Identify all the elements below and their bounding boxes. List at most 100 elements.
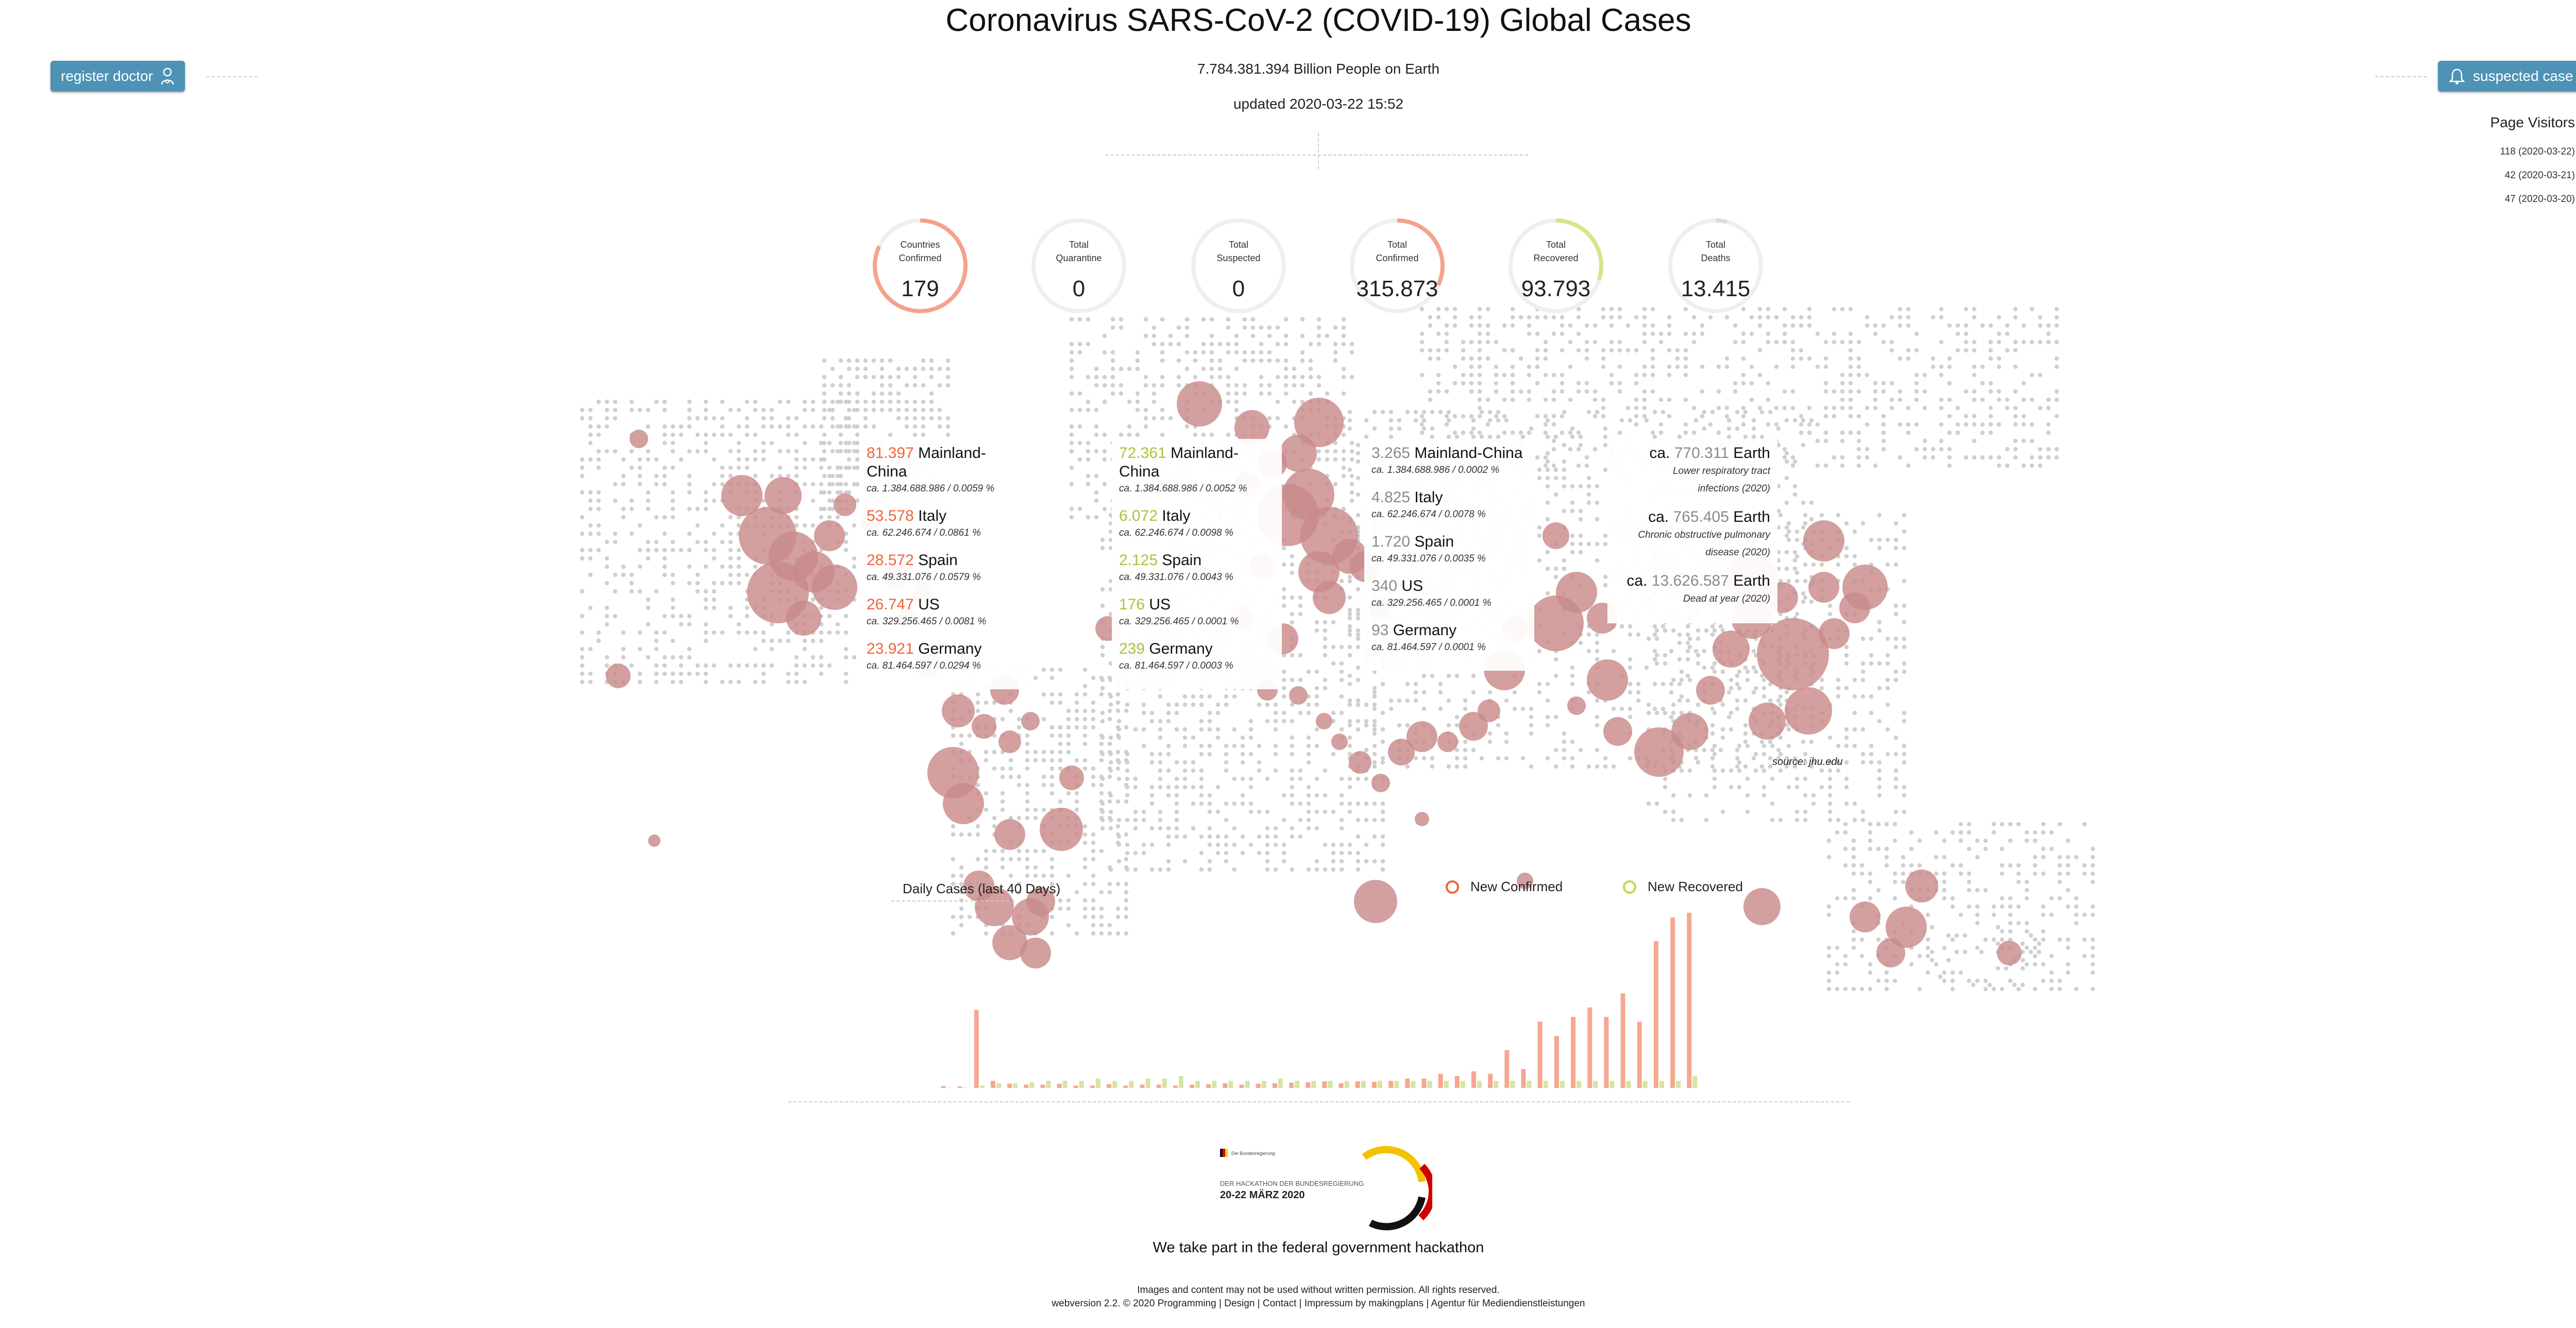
bar-new-confirmed <box>1371 1082 1377 1088</box>
earth-prefix: ca. <box>1648 508 1669 525</box>
earth-prefix: ca. <box>1649 445 1670 462</box>
earth-description: Lower respiratory tract <box>1672 466 1770 476</box>
bar-new-recovered <box>996 1083 1001 1088</box>
source-note: source: jhu.edu <box>1772 756 1843 768</box>
bar-new-recovered <box>1311 1081 1316 1088</box>
rights-notice: Images and content may not be used witho… <box>1137 1285 1500 1296</box>
stat-value: 93.793 <box>1521 276 1591 301</box>
bar-new-recovered <box>1543 1081 1548 1088</box>
country-name: Germany <box>918 640 982 657</box>
logo-line-2: 20-22 MÄRZ 2020 <box>1220 1189 1305 1201</box>
bar-new-recovered <box>1212 1081 1217 1088</box>
bar-new-confirmed <box>1223 1083 1228 1088</box>
bar-new-confirmed <box>1007 1083 1012 1088</box>
bar-new-confirmed <box>1554 1035 1559 1088</box>
bar-new-recovered <box>1411 1081 1416 1088</box>
population-ratio: ca. 62.246.674 / 0.0861 % <box>867 527 981 538</box>
country-name: Germany <box>1149 640 1213 657</box>
earth-statistics: ca. 770.311 Earth Lower respiratory trac… <box>1607 439 1777 623</box>
bar-new-confirmed <box>1421 1078 1427 1088</box>
bar-new-confirmed <box>1040 1084 1045 1088</box>
bar-new-recovered <box>1361 1081 1366 1088</box>
bar-new-confirmed <box>1090 1085 1095 1088</box>
population-ratio: ca. 81.464.597 / 0.0003 % <box>1119 660 1233 671</box>
country-name: Italy <box>918 507 947 524</box>
logo-line-1: DER HACKATHON DER BUNDESREGIERUNG <box>1220 1180 1364 1187</box>
population-ratio: ca. 329.256.465 / 0.0001 % <box>1119 616 1239 627</box>
population-ratio: ca. 62.246.674 / 0.0098 % <box>1119 527 1233 538</box>
register-doctor-button[interactable]: register doctor <box>50 61 185 92</box>
bell-icon <box>2448 69 2466 84</box>
recovered-count: 72.361 <box>1119 445 1166 462</box>
bar-new-confirmed <box>1024 1084 1029 1088</box>
bar-new-confirmed <box>1140 1084 1145 1088</box>
suspected-case-button[interactable]: suspected case <box>2438 61 2576 92</box>
bar-new-recovered <box>1278 1078 1283 1088</box>
country-name: Italy <box>1162 507 1191 524</box>
bar-new-confirmed <box>1338 1083 1344 1088</box>
footer-links[interactable]: webversion 2.2. © 2020 Programming | Des… <box>1052 1298 1585 1309</box>
earth-count: 770.311 <box>1674 445 1729 462</box>
chart-baseline-divider <box>788 1101 1850 1102</box>
stat-total-quarantine: Total Quarantine 0 <box>1028 215 1129 316</box>
legend-new-confirmed: New Confirmed <box>1446 879 1563 895</box>
bar-new-confirmed <box>1405 1078 1410 1088</box>
bar-new-confirmed <box>1322 1081 1327 1088</box>
updated-timestamp: updated 2020-03-22 15:52 <box>1233 96 1404 112</box>
bar-new-recovered <box>1494 1081 1499 1088</box>
hackathon-logo: Die Bundesregierung DER HACKATHON DER BU… <box>1220 1146 1432 1231</box>
bar-new-recovered <box>1162 1078 1167 1088</box>
logo-small-text: Die Bundesregierung <box>1231 1151 1275 1156</box>
list-item: 340 US ca. 329.256.465 / 0.0001 % <box>1371 577 1527 611</box>
bar-new-confirmed <box>1438 1074 1443 1088</box>
visitors-row: 42 (2020-03-21) <box>2504 170 2575 181</box>
list-item: 6.072 Italy ca. 62.246.674 / 0.0098 % <box>1119 507 1275 541</box>
bar-new-recovered <box>1377 1081 1382 1088</box>
bar-new-confirmed <box>1488 1074 1493 1088</box>
earth-name: Earth <box>1733 508 1770 525</box>
bar-new-recovered <box>1676 1081 1681 1088</box>
stat-value: 13.415 <box>1681 276 1751 301</box>
deaths-count: 3.265 <box>1371 445 1411 462</box>
bar-new-recovered <box>1460 1081 1465 1088</box>
bar-new-recovered <box>1642 1081 1648 1088</box>
legend-new-recovered: New Recovered <box>1623 879 1743 895</box>
bar-new-recovered <box>1510 1081 1515 1088</box>
legend-confirmed-icon <box>1446 880 1459 894</box>
bar-new-recovered <box>1245 1081 1250 1088</box>
bar-new-confirmed <box>1156 1084 1161 1088</box>
bar-new-recovered <box>1444 1081 1449 1088</box>
visitors-row: 47 (2020-03-20) <box>2504 194 2575 205</box>
chart-title: Daily Cases (last 40 Days) <box>903 881 1061 896</box>
earth-name: Earth <box>1733 572 1770 589</box>
bar-new-confirmed <box>1239 1084 1244 1088</box>
country-name: Germany <box>1393 622 1457 639</box>
bar-new-recovered <box>1394 1081 1399 1088</box>
stat-label: Total <box>1069 240 1089 250</box>
list-item: 2.125 Spain ca. 49.331.076 / 0.0043 % <box>1119 551 1275 585</box>
population-ratio: ca. 49.331.076 / 0.0579 % <box>867 572 981 583</box>
stat-label: Total <box>1387 240 1408 250</box>
bar-new-confirmed <box>1123 1085 1128 1088</box>
country-name: Italy <box>1414 489 1443 506</box>
bar-new-recovered <box>1560 1081 1565 1088</box>
stat-label: Total <box>1705 240 1726 250</box>
country-name: Mainland-China <box>1414 445 1523 462</box>
bar-new-confirmed <box>941 1086 946 1088</box>
stat-total-recovered: Total Recovered 93.793 <box>1505 215 1606 316</box>
confirmed-count: 23.921 <box>867 640 914 657</box>
country-name: Spain <box>1162 552 1202 569</box>
bar-new-recovered <box>1626 1081 1631 1088</box>
bar-new-confirmed <box>1256 1083 1261 1088</box>
population-ratio: ca. 1.384.688.986 / 0.0002 % <box>1371 465 1500 475</box>
population-ratio: ca. 81.464.597 / 0.0001 % <box>1371 642 1486 653</box>
bar-new-recovered <box>1261 1081 1266 1088</box>
deaths-count: 340 <box>1371 577 1398 594</box>
recovered-count: 6.072 <box>1119 507 1158 524</box>
stat-ring-arc <box>1509 218 1603 313</box>
confirmed-count: 81.397 <box>867 445 914 462</box>
hackathon-caption: We take part in the federal government h… <box>1153 1239 1484 1256</box>
stat-ring <box>873 218 968 313</box>
stat-label: Total <box>1228 240 1249 250</box>
